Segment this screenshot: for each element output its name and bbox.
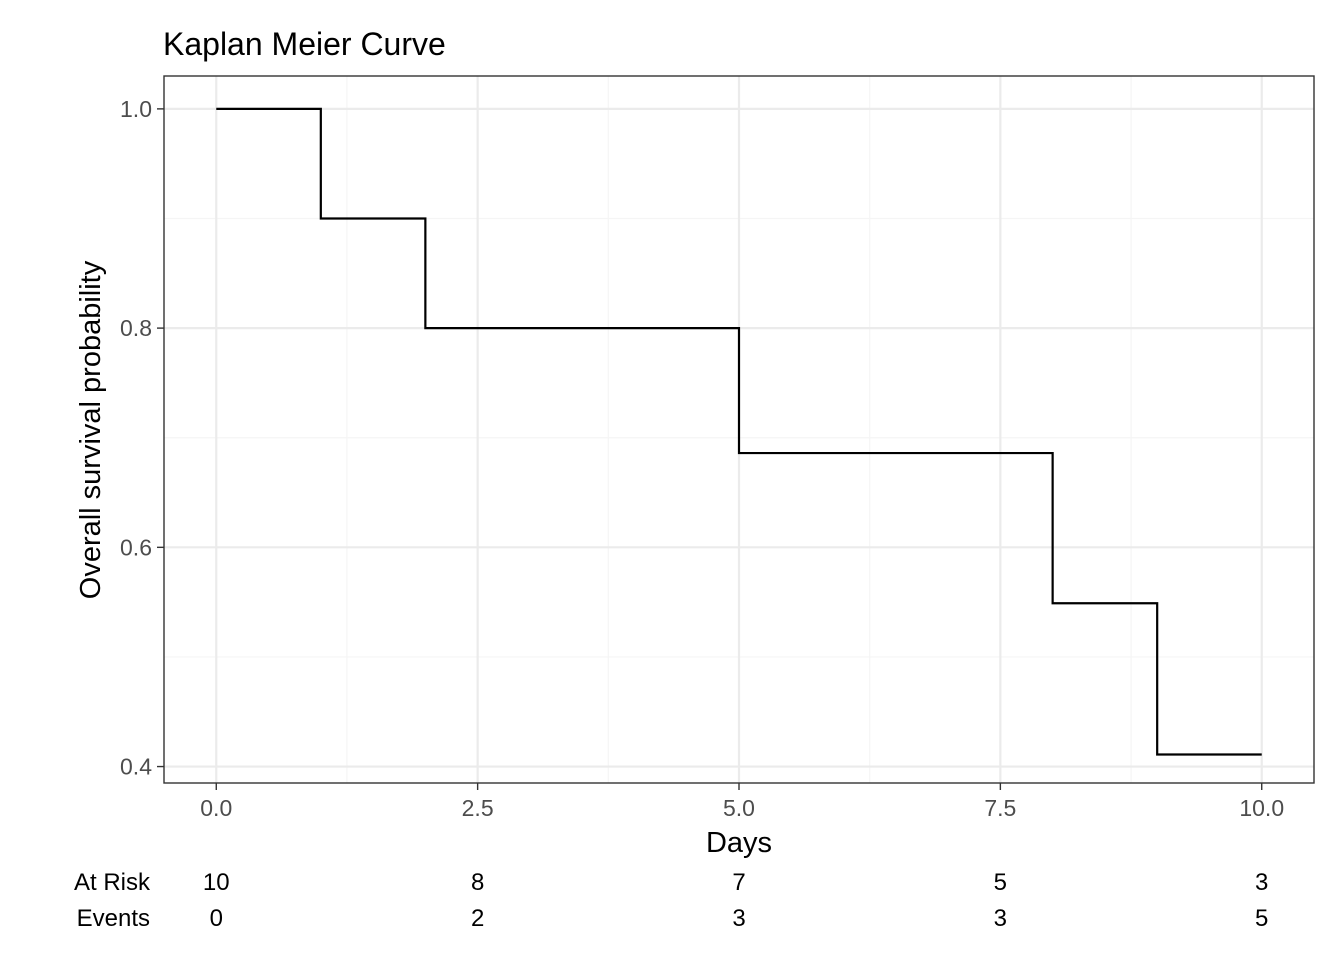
- y-axis-title: Overall survival probability: [75, 260, 107, 599]
- chart-title: Kaplan Meier Curve: [163, 26, 446, 62]
- risk-table-cell: 10: [203, 869, 230, 896]
- x-tick-label: 7.5: [984, 795, 1016, 821]
- risk-table-cell: 8: [471, 869, 484, 896]
- risk-table: At Risk 10 8 7 5 3 Events 0 2 3 3 5: [74, 869, 1268, 932]
- risk-table-cell: 5: [994, 869, 1007, 896]
- x-tick-label: 2.5: [462, 795, 494, 821]
- y-tick-label: 0.4: [120, 754, 152, 780]
- y-tick-label: 1.0: [120, 96, 152, 122]
- y-tick-label: 0.6: [120, 534, 152, 560]
- x-tick-label: 5.0: [723, 795, 755, 821]
- x-axis: 0.0 2.5 5.0 7.5 10.0: [200, 783, 1284, 821]
- risk-table-row-label: At Risk: [74, 869, 151, 896]
- survival-step-line: [216, 107, 1262, 756]
- risk-table-cell: 7: [732, 869, 745, 896]
- y-tick-label: 0.8: [120, 315, 152, 341]
- risk-table-cell: 2: [471, 905, 484, 932]
- y-axis: 0.4 0.6 0.8 1.0: [120, 96, 164, 780]
- x-tick-label: 10.0: [1239, 795, 1284, 821]
- risk-table-cell: 3: [1255, 869, 1268, 896]
- risk-table-cell: 5: [1255, 905, 1268, 932]
- risk-table-row-label: Events: [77, 905, 150, 932]
- x-axis-title: Days: [706, 827, 772, 859]
- x-tick-label: 0.0: [200, 795, 232, 821]
- risk-table-cell: 3: [994, 905, 1007, 932]
- risk-table-cell: 3: [732, 905, 745, 932]
- risk-table-cell: 0: [210, 905, 223, 932]
